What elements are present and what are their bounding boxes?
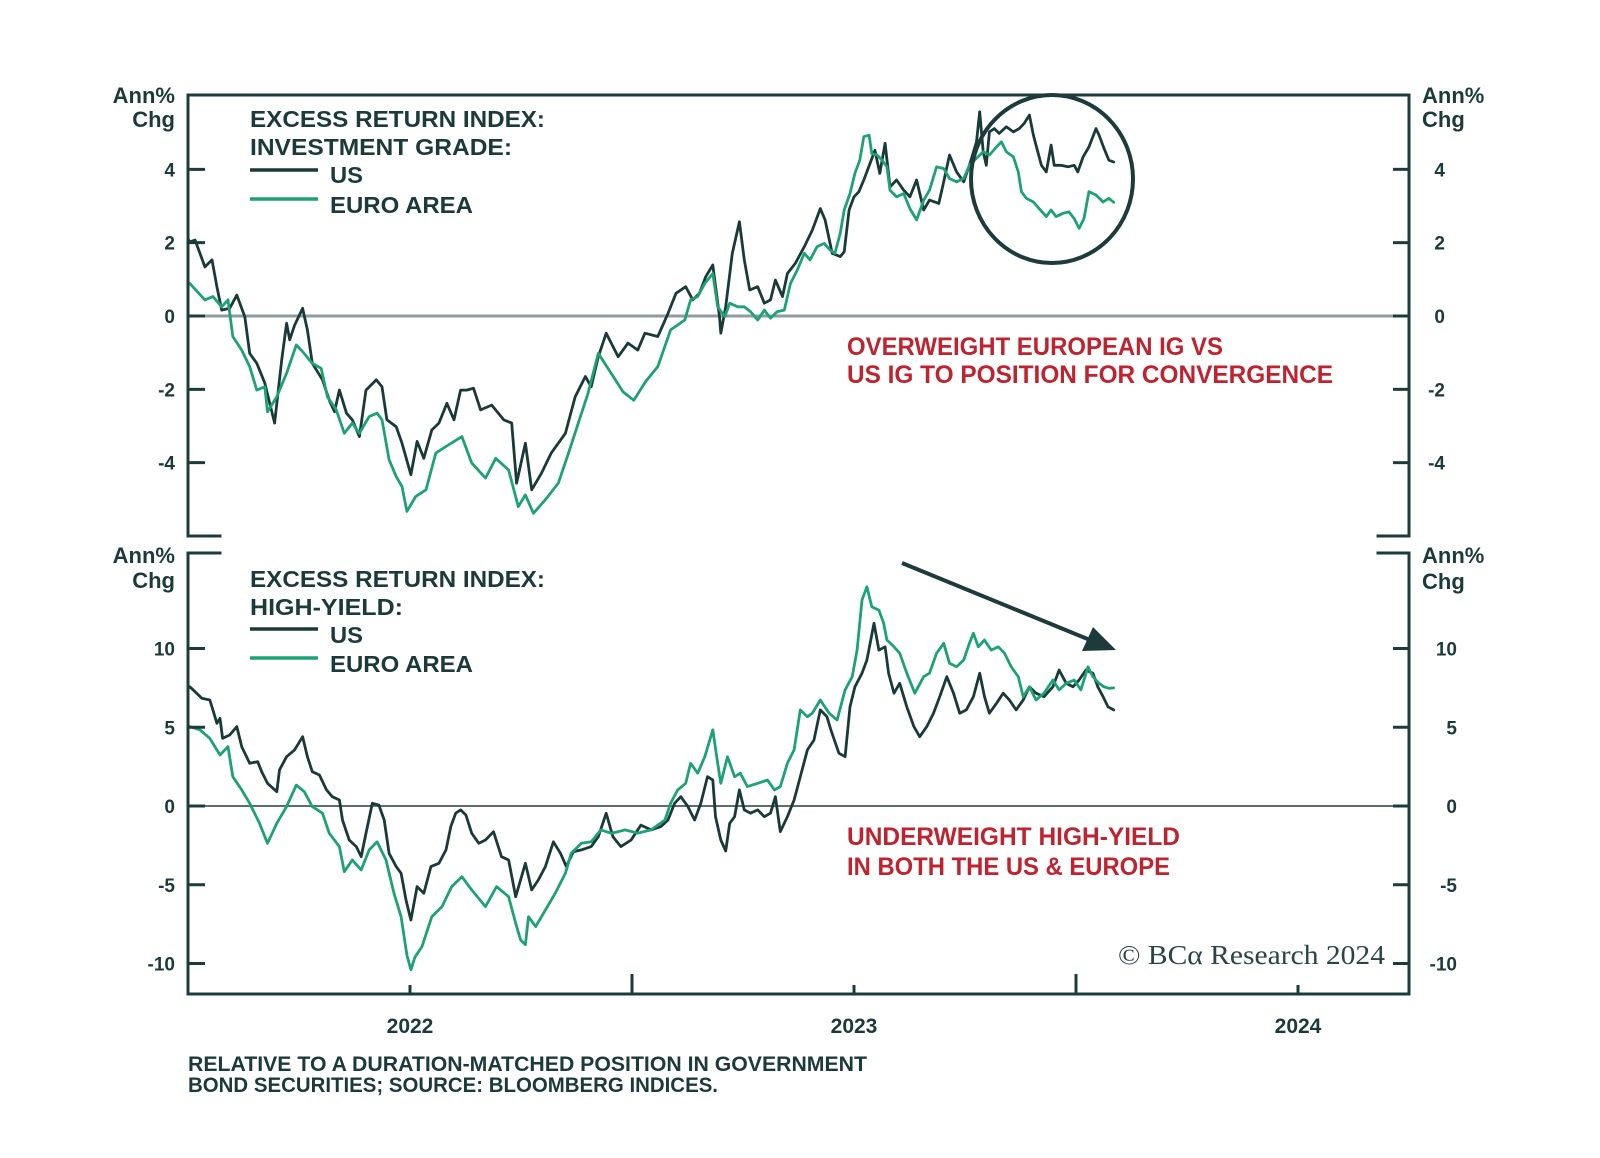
ig-y-tick-label-right: -4 [1428, 454, 1445, 475]
hy-annotation-line1: UNDERWEIGHT HIGH-YIELD [847, 823, 1180, 851]
downtrend-arrow [901, 561, 1116, 651]
footnote-line1: RELATIVE TO A DURATION-MATCHED POSITION … [188, 1053, 867, 1076]
ig-left-unit-line2: Chg [132, 107, 175, 132]
hy-y-tick-label-left: 5 [164, 718, 175, 739]
ig-legend-label-euro-area: EURO AREA [330, 192, 473, 218]
downtrend-arrow-head-icon [1082, 627, 1116, 651]
hy-y-tick-label-right: -5 [1440, 876, 1457, 897]
hy-series-line-us [186, 621, 1116, 922]
ig-left-unit-line1: Ann% [113, 83, 175, 108]
ig-legend-subtitle: INVESTMENT GRADE: [250, 134, 512, 160]
ig-legend: EXCESS RETURN INDEX: INVESTMENT GRADE: U… [250, 106, 545, 218]
hy-left-unit-line2: Chg [132, 568, 175, 593]
ig-legend-label-us: US [330, 162, 363, 188]
ig-annotation-line2: US IG TO POSITION FOR CONVERGENCE [847, 361, 1333, 389]
hy-annotation-line2: IN BOTH THE US & EUROPE [847, 853, 1170, 881]
hy-y-tick-label-right: 10 [1436, 640, 1457, 661]
hy-plot-area [186, 585, 1116, 972]
hy-left-unit-line1: Ann% [113, 543, 175, 568]
footnote: RELATIVE TO A DURATION-MATCHED POSITION … [188, 1053, 867, 1097]
hy-y-tick-label-left: 0 [164, 797, 175, 818]
ig-y-tick-label-left: -4 [158, 454, 175, 475]
hy-y-tick-label-right: 0 [1446, 797, 1457, 818]
hy-annotation: UNDERWEIGHT HIGH-YIELD IN BOTH THE US & … [847, 823, 1180, 881]
ig-y-tick-label-left: 2 [164, 234, 175, 255]
hy-legend-label-euro-area: EURO AREA [330, 651, 473, 677]
x-tick-label: 2024 [1275, 1015, 1322, 1038]
ig-y-tick-label-left: 4 [164, 160, 175, 181]
ig-legend-title: EXCESS RETURN INDEX: [250, 106, 545, 132]
hy-y-tick-label-right: 5 [1446, 718, 1457, 739]
hy-y-tick-label-left: -5 [158, 876, 175, 897]
ig-annotation: OVERWEIGHT EUROPEAN IG VS US IG TO POSIT… [847, 333, 1333, 389]
ig-y-tick-label-left: -2 [158, 380, 175, 401]
hy-y-tick-label-right: -10 [1430, 955, 1457, 976]
hy-legend: EXCESS RETURN INDEX: HIGH-YIELD: US EURO… [250, 566, 545, 677]
hy-y-tick-label-left: -10 [148, 955, 175, 976]
ig-plot-area [186, 110, 1116, 515]
hy-y-ticks: 10 10 5 5 0 0 -5 -5 -10 -10 [148, 640, 1458, 976]
hy-series-line-euro-area [186, 585, 1116, 972]
panel-high-yield: 10 10 5 5 0 0 -5 -5 -10 -10 2022 2023 2024 Ann% Chg… [113, 543, 1485, 1038]
copyright-notice: © BCα Research 2024 [1118, 940, 1386, 970]
divergence-highlight-circle [969, 93, 1135, 265]
panel-investment-grade: 4 4 2 2 0 0 -2 -2 -4 -4 Ann% Chg Ann% Chg EXCESS … [113, 83, 1484, 538]
ig-series-line-us [186, 110, 1116, 492]
ig-right-unit-line1: Ann% [1422, 83, 1484, 108]
hy-y-tick-label-left: 10 [154, 640, 175, 661]
x-axis-ticks: 2022 2023 2024 [387, 974, 1322, 1038]
downtrend-arrow-shaft [901, 561, 1091, 642]
ig-y-tick-label-right: 4 [1434, 160, 1445, 181]
x-tick-label: 2022 [387, 1015, 434, 1038]
hy-right-unit-line2: Chg [1422, 569, 1465, 594]
ig-y-tick-label-right: 0 [1434, 307, 1445, 328]
hy-legend-title: EXCESS RETURN INDEX: [250, 566, 545, 592]
footnote-line2: BOND SECURITIES; SOURCE: BLOOMBERG INDIC… [188, 1074, 718, 1097]
hy-legend-label-us: US [330, 622, 363, 648]
hy-axes-frame [186, 551, 1411, 996]
hy-right-unit-line1: Ann% [1422, 543, 1484, 568]
ig-y-ticks: 4 4 2 2 0 0 -2 -2 -4 -4 [158, 160, 1445, 474]
hy-frame [186, 551, 1411, 996]
ig-y-tick-label-right: -2 [1428, 380, 1445, 401]
ig-y-tick-label-left: 0 [164, 307, 175, 328]
ig-annotation-line1: OVERWEIGHT EUROPEAN IG VS [847, 333, 1223, 361]
hy-legend-subtitle: HIGH-YIELD: [250, 594, 403, 620]
ig-y-tick-label-right: 2 [1434, 234, 1445, 255]
x-tick-label: 2023 [831, 1015, 878, 1038]
ig-series-line-euro-area [186, 133, 1116, 515]
ig-right-unit-line2: Chg [1422, 107, 1465, 132]
